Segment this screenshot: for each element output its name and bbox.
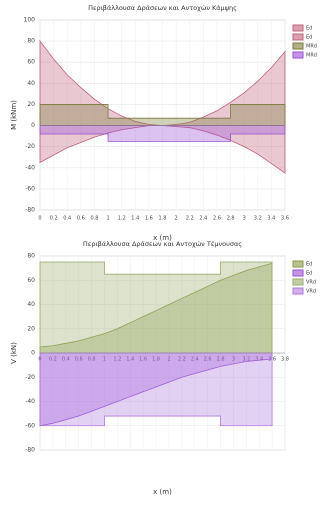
y-axis-title: V (kN) [10,342,18,364]
x-tick-label: 1 [106,216,109,222]
y-tick-label: 60 [27,59,35,66]
legend-label: VRd [306,289,316,295]
chart-title: Περιβάλλουσα Δράσεων και Αντοχών Κάμψης [88,4,237,12]
legend-swatch [292,269,304,277]
x-tick-label: 2.2 [178,357,186,363]
x-tick-label: 1.2 [113,357,121,363]
area [39,261,273,354]
x-tick-label: 3.4 [267,216,275,222]
legend-swatch [292,287,304,295]
legend-swatch [292,42,304,50]
x-axis-title: x (m) [153,234,172,242]
y-tick-label: -20 [25,374,35,381]
area [39,104,286,126]
x-tick-label: 3 [243,216,246,222]
x-tick-label: 2.6 [204,357,212,363]
x-tick-label: 1 [103,357,106,363]
x-tick-label: 3.8 [281,357,289,363]
y-tick-label: -60 [25,185,35,192]
x-tick-label: 3.2 [242,357,250,363]
legend-label: MRd [306,44,317,50]
y-tick-label: 40 [27,80,35,87]
x-tick-label: 0.2 [49,357,57,363]
x-axis-title: x (m) [153,488,172,496]
area [39,125,286,142]
legend-label: Ed [306,271,312,277]
x-tick-label: 3.4 [255,357,263,363]
chart-title: Περιβάλλουσα Δράσεων και Αντοχών Τέμνουσ… [83,240,242,248]
y-tick-label: -40 [25,164,35,171]
x-tick-label: 3.6 [281,216,289,222]
x-tick-label: 2.6 [213,216,221,222]
legend-swatch [292,33,304,41]
x-tick-label: 0.8 [88,357,96,363]
x-tick-label: 2.8 [227,216,235,222]
legend-label: Ed [306,26,312,32]
x-tick-label: 0.8 [90,216,98,222]
x-tick-label: 2.8 [217,357,225,363]
area [39,352,273,427]
legend-swatch [292,24,304,32]
y-tick-label: 100 [24,17,36,24]
legend-label: Ed [306,35,312,41]
y-tick-label: 0 [31,122,35,129]
y-tick-label: -80 [25,447,35,454]
area [39,262,273,354]
legend-label: Ed [306,262,312,268]
x-tick-label: 2.2 [186,216,194,222]
y-tick-label: -80 [25,207,35,214]
x-tick-label: 0.6 [77,216,85,222]
y-tick-label: 20 [27,101,35,108]
x-tick-label: 0.4 [62,357,70,363]
x-tick-label: 0.6 [75,357,83,363]
x-tick-label: 2.4 [199,216,207,222]
legend-label: VRd [306,280,316,286]
y-tick-label: -20 [25,143,35,150]
x-tick-label: 2 [167,357,170,363]
x-tick-label: 1.8 [152,357,160,363]
y-tick-label: -40 [25,398,35,405]
x-tick-label: 1.4 [126,357,134,363]
x-tick-label: 3.2 [254,216,262,222]
x-tick-label: 0.2 [50,216,58,222]
legend-swatch [292,278,304,286]
x-tick-label: 1.4 [131,216,139,222]
area [39,352,273,427]
y-tick-label: 0 [31,350,35,357]
x-tick-label: 1.2 [118,216,126,222]
x-tick-label: 0.4 [63,216,71,222]
x-tick-label: 2 [175,216,178,222]
y-axis-title: M (kNm) [10,100,18,130]
legend-swatch [292,51,304,59]
x-tick-label: 0 [38,216,41,222]
y-tick-label: 80 [27,253,35,260]
legend-label: MRd [306,53,317,59]
legend-swatch [292,260,304,268]
y-tick-label: 20 [27,325,35,332]
area [39,125,286,174]
y-tick-label: 80 [27,38,35,45]
y-tick-label: 40 [27,301,35,308]
y-tick-label: -60 [25,422,35,429]
x-tick-label: 1.6 [139,357,147,363]
x-tick-label: 2.4 [191,357,199,363]
x-tick-label: 1.8 [159,216,167,222]
x-tick-label: 3 [232,357,235,363]
y-tick-label: 60 [27,277,35,284]
x-tick-label: 1.6 [145,216,153,222]
